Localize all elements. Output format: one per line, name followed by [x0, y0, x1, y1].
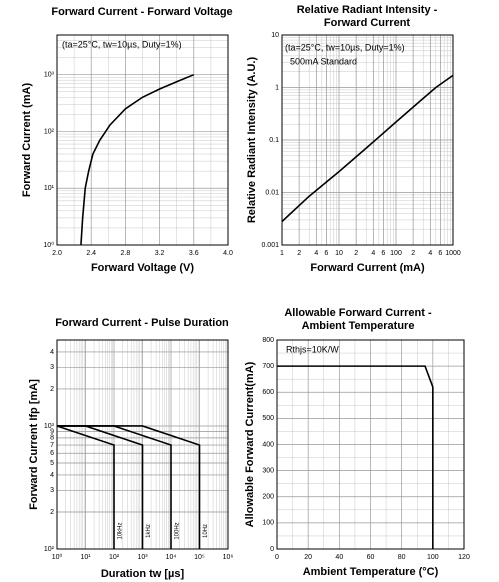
x-axis-label: Duration tw [µs] [101, 568, 185, 580]
chart-title: Relative Radiant Intensity - [297, 4, 438, 16]
y-tick-label: 500 [262, 415, 274, 422]
y-tick-label: 2 [50, 386, 54, 393]
chart-title: Forward Current [324, 17, 411, 29]
x-tick-label: 0 [275, 554, 279, 561]
y-tick-label: 1 [275, 84, 279, 91]
y-tick-label: 6 [50, 450, 54, 457]
y-tick-label: 5 [50, 460, 54, 467]
y-tick-label: 0.1 [269, 137, 279, 144]
data-line [80, 73, 195, 246]
x-tick-label: 10⁵ [194, 554, 205, 561]
chart-title: Allowable Forward Current - [284, 307, 432, 319]
x-tick-label: 10¹ [80, 554, 91, 561]
x-tick-label: 2 [297, 250, 301, 257]
y-axis-label: Forward Current (mA) [21, 83, 33, 198]
annotation: 500mA Standard [290, 56, 357, 66]
x-tick-label: 10³ [137, 554, 148, 561]
x-tick-label: 10⁴ [166, 554, 177, 561]
chart-title: Ambient Temperature [302, 320, 415, 332]
annotation: (ta=25°C, tw=10µs, Duty=1%) [285, 42, 405, 52]
x-tick-label: 2.0 [52, 250, 62, 257]
data-line [281, 74, 454, 223]
y-tick-label: 8 [50, 435, 54, 442]
plot-frame [276, 339, 465, 550]
x-tick-label: 2 [411, 250, 415, 257]
y-tick-label: 3 [50, 487, 54, 494]
x-axis-label: Ambient Temperature (°C) [303, 566, 439, 578]
annotation: Rthjs=10K/W [286, 344, 339, 354]
x-tick-label: 4 [428, 250, 432, 257]
y-tick-label: 10³ [44, 72, 55, 79]
chart-title: Forward Current - Forward Voltage [51, 6, 232, 18]
x-tick-label: 2.8 [121, 250, 131, 257]
y-tick-label: 600 [262, 389, 274, 396]
y-tick-label: 4 [50, 472, 54, 479]
series-label: 10Hz [203, 524, 209, 538]
plot-frame [281, 34, 454, 246]
y-tick-label: 700 [262, 363, 274, 370]
x-tick-label: 10⁶ [223, 554, 234, 561]
y-tick-label: 10¹ [44, 185, 55, 192]
y-tick-label: 0.001 [261, 242, 279, 249]
x-tick-label: 3.2 [155, 250, 165, 257]
x-tick-label: 2 [354, 250, 358, 257]
x-tick-label: 20 [304, 554, 312, 561]
x-tick-label: 4 [314, 250, 318, 257]
y-tick-label: 9 [50, 428, 54, 435]
annotation: (ta=25°C, tw=10µs, Duty=1%) [62, 39, 182, 49]
x-axis-label: Forward Current (mA) [310, 262, 425, 274]
x-tick-label: 100 [427, 554, 439, 561]
x-tick-label: 10⁰ [52, 553, 63, 561]
x-tick-label: 3.6 [189, 250, 199, 257]
x-tick-label: 6 [381, 250, 385, 257]
x-tick-label: 10² [109, 554, 120, 561]
plot-frame [56, 34, 229, 246]
x-tick-label: 60 [367, 554, 375, 561]
y-tick-label: 7 [50, 442, 54, 449]
y-tick-label: 0 [270, 546, 274, 553]
x-tick-label: 6 [438, 250, 442, 257]
y-tick-label: 10 [271, 32, 279, 39]
series-label: 100Hz [175, 522, 181, 539]
x-tick-label: 6 [324, 250, 328, 257]
x-tick-label: 100 [390, 250, 402, 257]
data-line [277, 365, 434, 549]
y-tick-label: 10⁰ [43, 241, 54, 249]
x-tick-label: 1 [280, 250, 284, 257]
y-tick-label: 100 [262, 520, 274, 527]
data-line [57, 425, 144, 549]
y-axis-label: Relative Radiant Intensity (A.U.) [246, 57, 258, 224]
chart-title: Forward Current - Pulse Duration [55, 317, 229, 329]
y-tick-label: 3 [50, 364, 54, 371]
y-tick-label: 2 [50, 509, 54, 516]
x-tick-label: 1000 [445, 250, 461, 257]
x-axis-label: Forward Voltage (V) [91, 262, 194, 274]
x-tick-label: 120 [458, 554, 470, 561]
y-tick-label: 10² [44, 128, 55, 135]
series-label: 1kHz [146, 524, 152, 538]
series-label: 10kHz [118, 522, 124, 539]
x-tick-label: 4.0 [223, 250, 233, 257]
y-tick-label: 4 [50, 349, 54, 356]
y-tick-label: 800 [262, 337, 274, 344]
data-line [57, 425, 201, 549]
x-tick-label: 2.4 [86, 250, 96, 257]
x-tick-label: 10 [335, 250, 343, 257]
data-line [56, 425, 115, 549]
y-axis-label: Allowable Forward Current(mA) [244, 361, 256, 527]
y-tick-label: 200 [262, 494, 274, 501]
x-tick-label: 80 [398, 554, 406, 561]
y-tick-label: 10³ [44, 423, 55, 430]
x-tick-label: 40 [335, 554, 343, 561]
y-tick-label: 0.01 [265, 189, 279, 196]
y-tick-label: 300 [262, 467, 274, 474]
x-tick-label: 4 [371, 250, 375, 257]
y-axis-label: Forward Current Ifp [mA] [28, 379, 40, 510]
y-tick-label: 400 [262, 441, 274, 448]
y-tick-label: 10² [44, 546, 55, 553]
